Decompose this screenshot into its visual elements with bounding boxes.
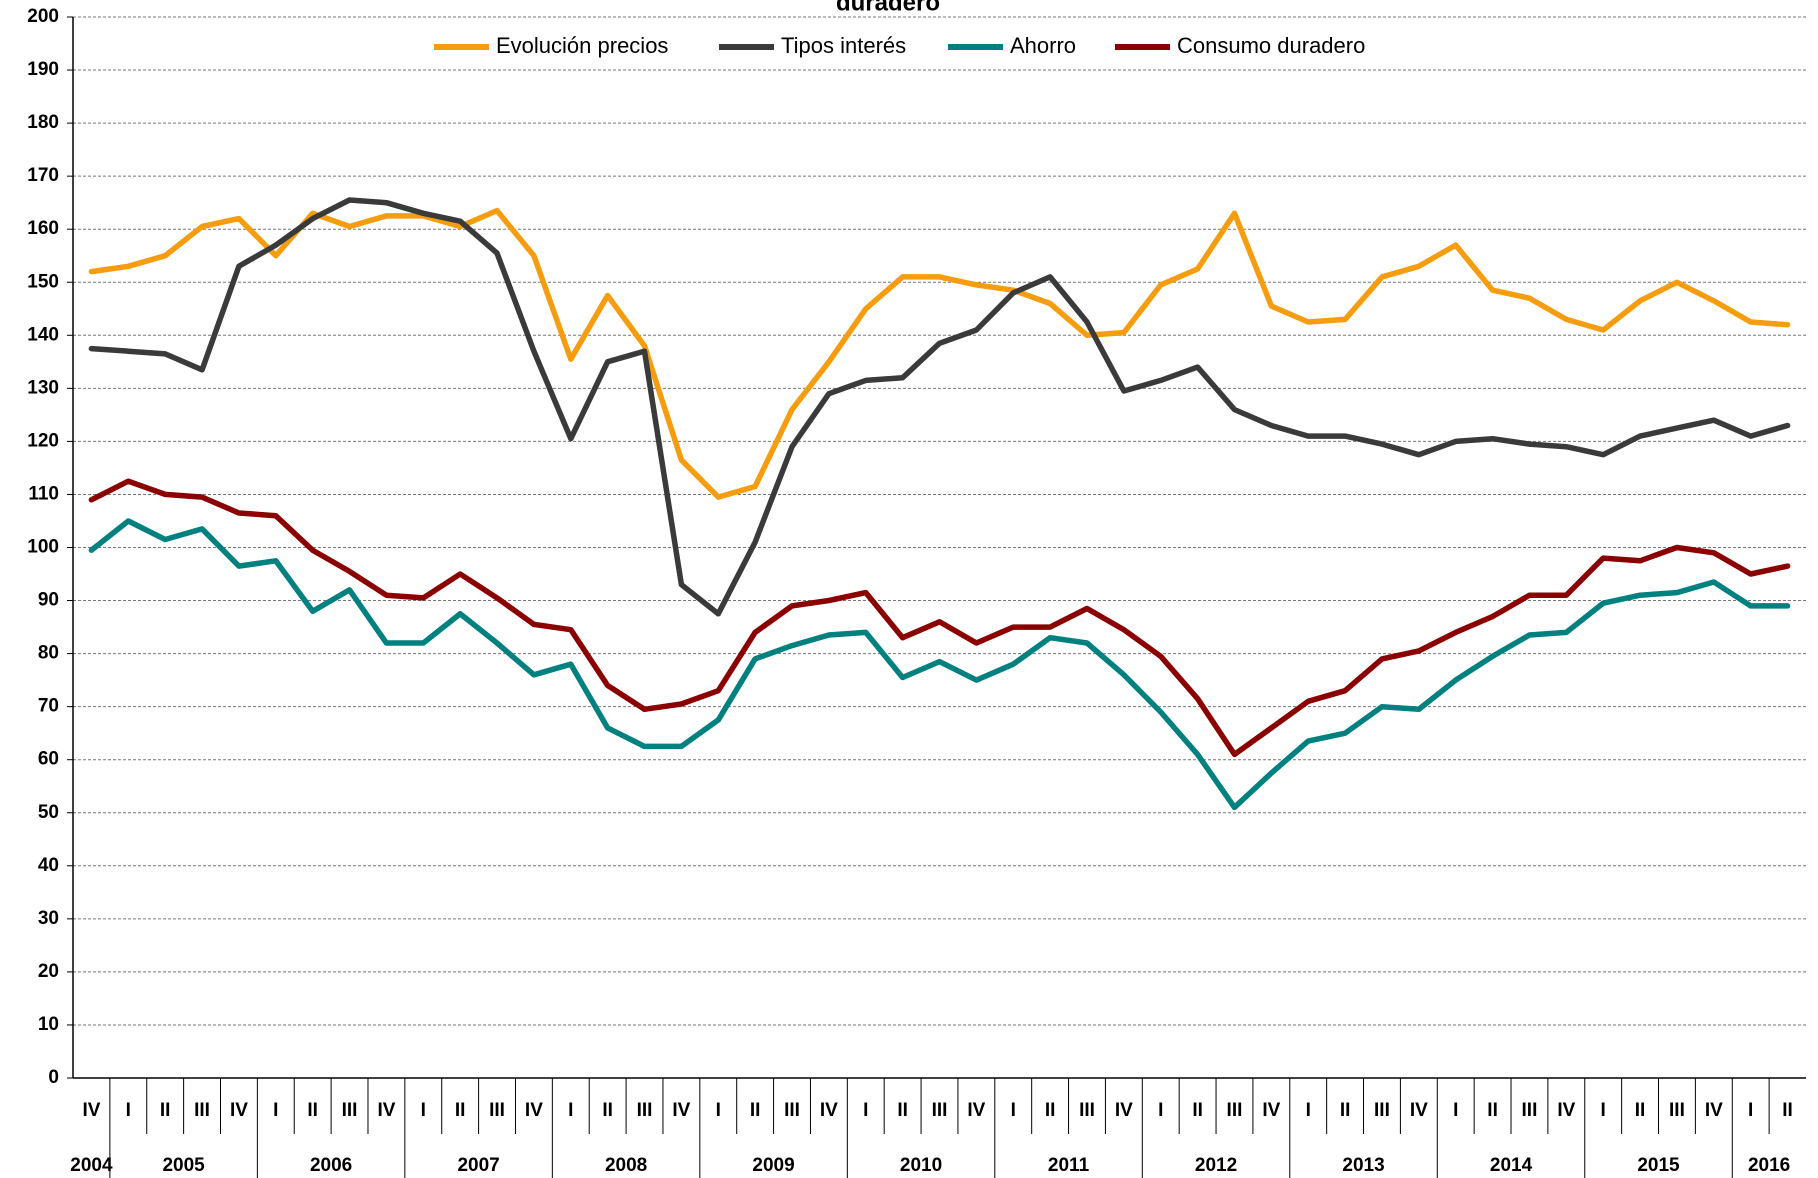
y-tick-label: 90 — [38, 590, 59, 611]
x-tick-label: III — [1374, 1100, 1390, 1121]
y-tick-label: 60 — [38, 749, 59, 770]
chart-title: duradero — [836, 0, 940, 16]
year-label: 2011 — [1048, 1155, 1090, 1176]
x-tick-label: IV — [672, 1100, 690, 1121]
x-tick-label: IV — [82, 1100, 100, 1121]
x-tick-label: III — [1522, 1100, 1538, 1121]
x-tick-label: I — [273, 1100, 278, 1121]
y-tick-label: 100 — [27, 537, 59, 558]
y-tick-label: 50 — [38, 802, 59, 823]
x-tick-label: IV — [1262, 1100, 1280, 1121]
x-tick-label: II — [1487, 1100, 1498, 1121]
x-tick-label: II — [602, 1100, 613, 1121]
x-tick-label: III — [1227, 1100, 1243, 1121]
x-tick-label: III — [932, 1100, 948, 1121]
y-tick-label: 0 — [48, 1067, 59, 1088]
series-line — [88, 478, 1791, 758]
x-tick-label: I — [1601, 1100, 1606, 1121]
y-tick-label: 200 — [27, 6, 59, 27]
x-tick-label: II — [1192, 1100, 1203, 1121]
x-tick-label: IV — [1115, 1100, 1133, 1121]
x-tick-label: II — [1635, 1100, 1646, 1121]
y-tick-label: 130 — [27, 377, 59, 398]
series-line — [88, 207, 1791, 500]
year-label: 2013 — [1342, 1155, 1384, 1176]
x-tick-label: II — [1782, 1100, 1793, 1121]
y-tick-label: 170 — [27, 165, 59, 186]
y-tick-label: 20 — [38, 961, 59, 982]
year-label: 2005 — [162, 1155, 205, 1176]
y-tick-label: 10 — [38, 1014, 59, 1035]
x-tick-label: II — [1340, 1100, 1351, 1121]
y-tick-label: 30 — [38, 908, 59, 929]
series-line — [88, 518, 1791, 811]
x-tick-label: I — [716, 1100, 721, 1121]
x-tick-label: I — [421, 1100, 426, 1121]
x-tick-label: IV — [377, 1100, 395, 1121]
year-label: 2009 — [752, 1155, 794, 1176]
x-tick-label: I — [1158, 1100, 1163, 1121]
x-tick-label: I — [1011, 1100, 1016, 1121]
y-tick-label: 110 — [28, 483, 59, 504]
x-tick-label: II — [307, 1100, 318, 1121]
x-tick-label: III — [194, 1100, 210, 1121]
x-tick-label: III — [784, 1100, 800, 1121]
y-tick-label: 190 — [27, 59, 59, 80]
x-tick-label: IV — [1557, 1100, 1575, 1121]
legend-label: Ahorro — [1010, 33, 1076, 58]
x-tick-label: III — [1079, 1100, 1095, 1121]
x-tick-label: IV — [1705, 1100, 1723, 1121]
x-tick-label: II — [750, 1100, 761, 1121]
x-tick-label: IV — [525, 1100, 543, 1121]
year-label: 2007 — [457, 1155, 499, 1176]
x-tick-label: III — [489, 1100, 505, 1121]
series-line — [88, 197, 1791, 617]
year-label: 2004 — [70, 1155, 113, 1176]
year-label: 2016 — [1748, 1155, 1790, 1176]
year-label: 2014 — [1490, 1155, 1533, 1176]
year-label: 2010 — [900, 1155, 942, 1176]
legend-label: Evolución precios — [496, 33, 668, 58]
y-tick-label: 80 — [38, 643, 59, 664]
y-tick-label: 180 — [27, 112, 59, 133]
x-tick-label: II — [160, 1100, 171, 1121]
x-tick-label: I — [126, 1100, 131, 1121]
x-tick-label: II — [1045, 1100, 1056, 1121]
y-tick-label: 160 — [27, 218, 59, 239]
legend-label: Consumo duradero — [1177, 33, 1365, 58]
year-label: 2008 — [605, 1155, 647, 1176]
year-label: 2015 — [1637, 1155, 1680, 1176]
x-tick-label: I — [568, 1100, 573, 1121]
x-tick-label: III — [637, 1100, 653, 1121]
x-tick-label: II — [897, 1100, 908, 1121]
x-tick-label: IV — [967, 1100, 985, 1121]
year-label: 2006 — [310, 1155, 352, 1176]
x-tick-label: III — [342, 1100, 358, 1121]
y-tick-label: 140 — [27, 324, 59, 345]
y-tick-label: 150 — [27, 271, 59, 292]
x-tick-label: I — [1453, 1100, 1458, 1121]
x-tick-label: I — [863, 1100, 868, 1121]
x-tick-label: IV — [820, 1100, 838, 1121]
x-tick-label: III — [1669, 1100, 1685, 1121]
x-tick-label: IV — [230, 1100, 248, 1121]
x-tick-label: IV — [1410, 1100, 1428, 1121]
y-tick-label: 40 — [38, 855, 59, 876]
y-tick-label: 70 — [38, 696, 59, 717]
x-tick-label: II — [455, 1100, 466, 1121]
legend-label: Tipos interés — [781, 33, 906, 58]
year-label: 2012 — [1195, 1155, 1237, 1176]
y-tick-label: 120 — [27, 430, 59, 451]
x-tick-label: I — [1306, 1100, 1311, 1121]
x-tick-label: I — [1748, 1100, 1753, 1121]
